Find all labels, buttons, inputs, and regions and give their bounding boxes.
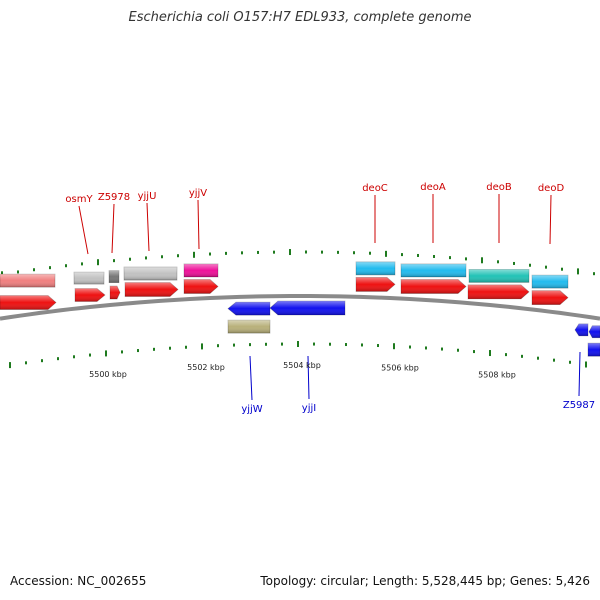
reverse-cds-arrow bbox=[269, 300, 346, 316]
feature-layer bbox=[0, 261, 600, 357]
map-title: Escherichia coli O157:H7 EDL933, complet… bbox=[128, 10, 472, 25]
gene-label-deoA: deoA bbox=[420, 182, 446, 243]
gene-class-block bbox=[587, 342, 600, 357]
tick-layer bbox=[1, 249, 595, 369]
accession-text: Accession: NC_002655 bbox=[10, 574, 147, 588]
gene-name: yjjU bbox=[138, 191, 157, 202]
forward-cds-arrow bbox=[531, 290, 569, 306]
gene-label-osmY: osmY bbox=[65, 194, 93, 255]
scale-label: 5500 kbp bbox=[89, 370, 127, 379]
reverse-cds-arrow bbox=[227, 301, 271, 316]
gene-label-yjjV: yjjV bbox=[189, 188, 207, 250]
label-layer: osmY Z5978 yjjU yjjV deoC deoA deoB deoD yjjW yjj… bbox=[65, 182, 595, 415]
forward-cds-arrow bbox=[355, 277, 396, 292]
scale-label: 5506 kbp bbox=[381, 363, 419, 372]
forward-cds-arrow bbox=[467, 284, 530, 300]
genome-backbone bbox=[0, 294, 600, 321]
gene-name: deoB bbox=[486, 182, 512, 193]
gene-class-block bbox=[400, 263, 467, 278]
gene-label-deoD: deoD bbox=[538, 183, 565, 245]
gene-class-block bbox=[531, 274, 569, 289]
gene-name: deoD bbox=[538, 183, 565, 194]
gene-class-block bbox=[123, 266, 178, 281]
gene-name: yjjI bbox=[302, 403, 316, 414]
genome-summary: Topology: circular; Length: 5,528,445 bp… bbox=[260, 574, 590, 588]
forward-cds-arrow bbox=[183, 279, 219, 294]
forward-cds-arrow bbox=[400, 279, 467, 294]
reverse-cds-arrow bbox=[588, 325, 600, 339]
gene-name: deoA bbox=[420, 182, 446, 193]
gene-name: yjjW bbox=[241, 404, 262, 415]
forward-cds-arrow bbox=[0, 295, 57, 310]
gene-class-block bbox=[108, 270, 120, 284]
gene-label-Z5978: Z5978 bbox=[98, 192, 130, 254]
gene-class-block bbox=[73, 271, 105, 285]
gene-name: yjjV bbox=[189, 188, 207, 199]
scale-label: 5502 kbp bbox=[187, 363, 225, 372]
gene-name: osmY bbox=[65, 194, 93, 205]
scale-layer: 5500 kbp 5502 kbp 5504 kbp 5506 kbp 5508 kbp bbox=[89, 361, 516, 380]
gene-name: Z5978 bbox=[98, 192, 130, 203]
gene-class-block bbox=[0, 273, 56, 288]
gene-label-Z5987: Z5987 bbox=[563, 351, 595, 411]
gene-label-deoC: deoC bbox=[362, 183, 388, 243]
gene-label-yjjU: yjjU bbox=[138, 191, 157, 252]
reverse-cds-arrow bbox=[574, 323, 589, 337]
gene-class-block bbox=[355, 261, 396, 276]
gene-name: deoC bbox=[362, 183, 388, 194]
scale-label: 5504 kbp bbox=[283, 361, 321, 370]
forward-cds-arrow bbox=[109, 285, 121, 300]
gene-label-yjjW: yjjW bbox=[241, 355, 263, 415]
gene-label-deoB: deoB bbox=[486, 182, 512, 243]
gene-class-block bbox=[227, 319, 271, 334]
forward-cds-arrow bbox=[124, 282, 179, 297]
gene-class-block bbox=[183, 263, 219, 278]
forward-cds-arrow bbox=[74, 288, 106, 302]
gene-label-yjjI: yjjI bbox=[302, 355, 316, 414]
scale-label: 5508 kbp bbox=[478, 371, 516, 380]
gene-class-block bbox=[468, 269, 530, 283]
gene-name: Z5987 bbox=[563, 400, 595, 411]
